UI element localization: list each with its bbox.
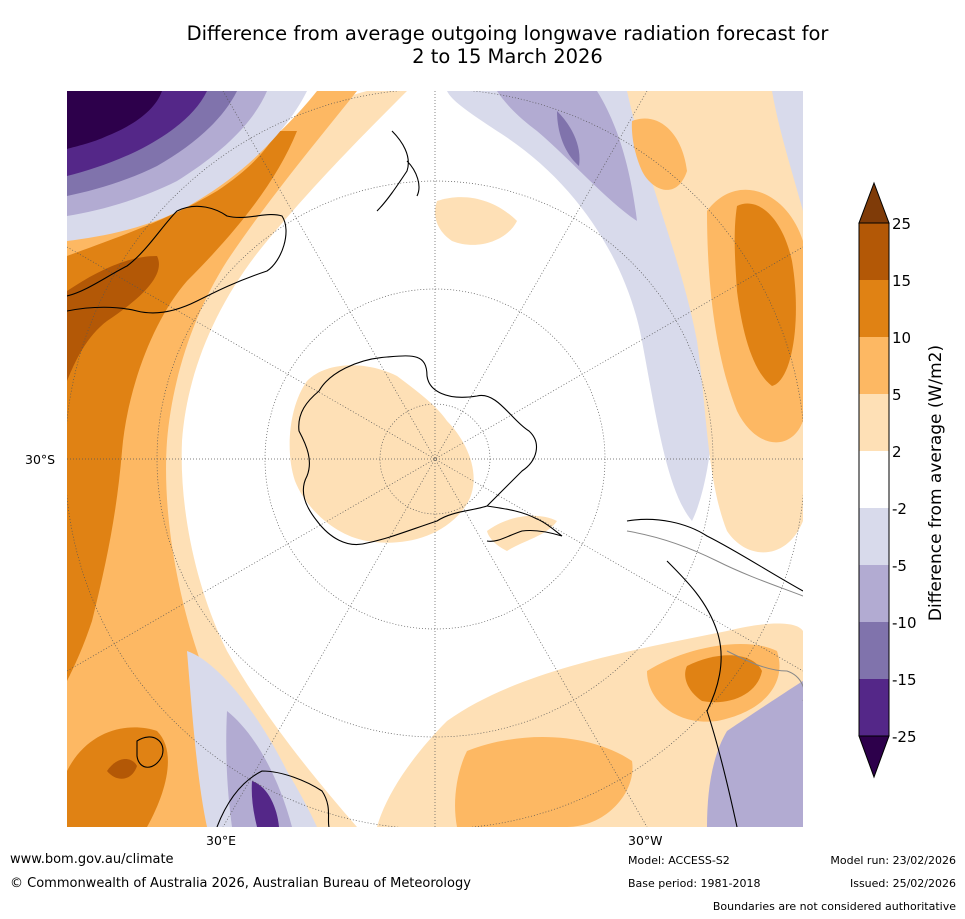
anomaly-dark-orange-southwest [107, 759, 137, 779]
anomaly-orange-east [734, 203, 796, 386]
colorbar-over-arrow [858, 181, 890, 224]
lat-label-30s: 30°S [25, 452, 56, 467]
anomaly-deep-purple-northwest [67, 91, 162, 149]
colorbar-tick-minus5: -5 [892, 557, 907, 575]
colorbar-tick-15: 15 [892, 272, 912, 290]
anomaly-dark-orange-west [67, 256, 159, 381]
coastlines [67, 130, 803, 827]
anomaly-purple-south [251, 781, 279, 827]
colorbar-tick-minus2: -2 [892, 500, 907, 518]
colorbar-tick-minus10: -10 [892, 614, 917, 632]
madagascar-coast [136, 736, 164, 768]
colorbar-band-minus15-minus25 [859, 679, 889, 736]
title-line-2: 2 to 15 March 2026 [412, 45, 603, 68]
colorbar-band-minus2-minus5 [859, 508, 889, 565]
colorbar-band-5-10 [859, 337, 889, 394]
colorbar-svg [858, 181, 890, 779]
base-period: Base period: 1981-2018 [628, 877, 761, 890]
colorbar-label: Difference from average (W/m2) [926, 344, 946, 622]
map-panel [67, 91, 803, 827]
colorbar-tick-2: 2 [892, 443, 902, 461]
graticule [67, 91, 803, 827]
colorbar-tick-25: 25 [892, 215, 912, 233]
colorbar-under-arrow [858, 735, 890, 779]
model-run-date: Model run: 23/02/2026 [830, 854, 956, 867]
colorbar-band-minus10-minus15 [859, 622, 889, 679]
anomaly-pale-orange-ross [487, 515, 557, 551]
chart-title: Difference from average outgoing longwav… [50, 22, 965, 68]
anomaly-lavender-southeast [707, 681, 803, 827]
issued-date: Issued: 25/02/2026 [849, 877, 956, 890]
anomaly-mid-purple-north [557, 111, 580, 166]
anomaly-pale-orange-antarctica [289, 365, 474, 543]
map-svg [67, 91, 803, 827]
anomaly-lavender-north [497, 91, 637, 221]
land-borders [626, 530, 803, 701]
anomaly-pale-orange-tasman [435, 197, 517, 245]
new-zealand-coast [376, 130, 420, 212]
anomaly-lilac-far-east [772, 91, 803, 211]
lon-label-30w: 30°W [628, 833, 663, 848]
colorbar-band-10-15 [859, 280, 889, 337]
colorbar-tick-10: 10 [892, 329, 912, 347]
colorbar-band-neutral [859, 451, 889, 508]
anomaly-lilac-north [447, 91, 714, 521]
colorbar-band-minus5-minus10 [859, 565, 889, 622]
colorbar-band-15-25 [859, 223, 889, 280]
colorbar-band-2-5 [859, 394, 889, 451]
website-link[interactable]: www.bom.gov.au/climate [10, 852, 174, 867]
model-name: Model: ACCESS-S2 [628, 854, 730, 867]
colorbar-tick-minus15: -15 [892, 671, 917, 689]
antarctica-coast [298, 355, 538, 545]
colorbar-tick-minus25: -25 [892, 728, 917, 746]
antarctic-peninsula-coast [486, 505, 563, 542]
copyright-notice: © Commonwealth of Australia 2026, Austra… [10, 876, 471, 891]
south-america-coast [626, 518, 803, 827]
colorbar-tick-5: 5 [892, 386, 902, 404]
lon-label-30e: 30°E [206, 833, 237, 848]
anomaly-lavender-south [226, 711, 292, 827]
boundary-disclaimer: Boundaries are not considered authoritat… [712, 900, 956, 913]
title-line-1: Difference from average outgoing longwav… [186, 22, 829, 45]
southern-africa-coast [216, 770, 330, 827]
australia-coast [67, 205, 287, 314]
anomaly-orange-southeast [685, 655, 762, 703]
